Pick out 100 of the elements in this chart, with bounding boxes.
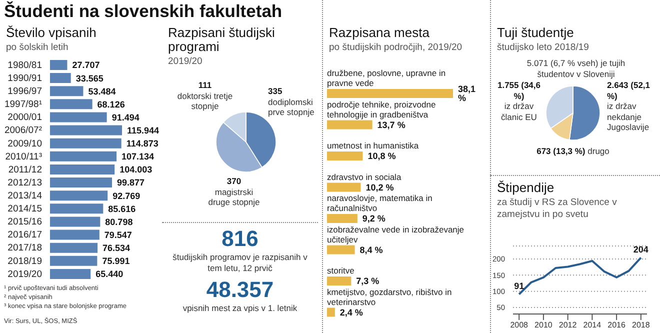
- y-tick-label: 2010/11³: [5, 151, 42, 162]
- chart-subtitle: po šolskih letih: [6, 42, 68, 53]
- x-tick-label: 2014: [583, 320, 602, 330]
- data-label: 1.755 (34,6 %): [497, 80, 540, 100]
- data-label: 68.126: [97, 99, 125, 110]
- y-tick-label: 1997/98¹: [4, 99, 42, 110]
- data-label: 10,2 %: [366, 182, 394, 192]
- bar: [50, 178, 112, 188]
- data-label: 7,3 %: [356, 276, 380, 286]
- y-tick-label: 1980/81: [8, 60, 42, 71]
- data-label: 38,1 %: [458, 84, 476, 104]
- text: vpisnih mest za vpis v 1. letnik: [182, 303, 298, 313]
- y-tick-label: 2013/14: [8, 190, 42, 202]
- data-label: 91.494: [112, 112, 140, 122]
- bar: [50, 268, 91, 279]
- bar: [50, 99, 92, 110]
- bar: [327, 89, 453, 98]
- chart-title: Tuji študentje: [497, 25, 574, 40]
- y-tick-label: 2018/19: [8, 256, 42, 267]
- data-label: 13,7 %: [377, 120, 406, 130]
- y-tick-label: družbene, poslovne, upravne in pravne vede: [327, 68, 446, 88]
- data-label: 107.134: [122, 152, 154, 162]
- bar: [50, 86, 84, 96]
- slice-label: iz držav nekdanje Jugoslavije: [607, 101, 650, 132]
- bar: [50, 112, 107, 122]
- data-label: 85.616: [108, 204, 136, 214]
- data-label: 115.944: [127, 125, 160, 136]
- y-tick-label: 2011/12: [8, 164, 42, 176]
- slice-label: doktorski tretje stopnje: [177, 90, 233, 111]
- y-tick-label: 2019/20: [8, 268, 42, 280]
- chart-subtitle: študijsko leto 2018/19: [497, 42, 589, 53]
- chart-title: Število vpisanih: [6, 25, 96, 40]
- bar: [50, 230, 100, 240]
- text: 816: [222, 226, 258, 251]
- text: Študenti na slovenskih fakultetah: [4, 1, 282, 21]
- bar: [50, 256, 98, 266]
- bar: [50, 242, 98, 253]
- data-label: 65.440: [96, 269, 124, 280]
- x-tick-label: 2010: [534, 320, 553, 330]
- chart-title: Štipendije: [497, 180, 554, 195]
- chart-subtitle: 2019/20: [168, 56, 202, 67]
- x-tick-label: 2016: [608, 320, 626, 330]
- data-label: 204: [633, 244, 648, 255]
- bar: [327, 214, 358, 223]
- bar: [50, 216, 100, 227]
- slice-label: dodiplomski prve stopnje: [268, 96, 314, 117]
- bar: [327, 182, 361, 192]
- data-label: 91: [514, 281, 524, 292]
- bar: [50, 151, 117, 162]
- bar: [50, 164, 115, 174]
- chart-subtitle: za študij v RS za Slovence v zamejstvu in po svetu: [497, 197, 617, 220]
- bar: [50, 60, 68, 70]
- y-tick-label: 2000/01: [8, 112, 42, 124]
- bar: [327, 245, 355, 254]
- data-label: 335: [268, 86, 282, 96]
- y-tick-label: 1996/97: [8, 86, 42, 98]
- data-label: 33.565: [76, 73, 104, 84]
- y-tick-label: 2012/13: [8, 177, 42, 188]
- y-tick-label: 2014/15: [8, 204, 42, 215]
- data-label: 99.877: [117, 178, 145, 188]
- y-tick-label: zdravstvo in sociala: [327, 172, 402, 182]
- data-label: 10,8 %: [368, 151, 396, 162]
- data-label: 111: [198, 80, 212, 90]
- data-label: 370: [226, 176, 242, 186]
- slice-label: drugo: [588, 146, 610, 156]
- data-label: 80.798: [105, 216, 133, 227]
- bar: [50, 190, 108, 201]
- y-tick-label: izobraževalne vede in izobraževanje učiteljev: [327, 224, 464, 244]
- data-label: 2.643 (52,1 %): [607, 80, 650, 100]
- y-tick-label: 1990/91: [8, 72, 42, 84]
- data-label: 79.547: [104, 230, 132, 240]
- text: študijskih programov je razpisanih v tem letu, 12 prvič: [172, 252, 308, 272]
- bar: [327, 120, 372, 130]
- slice-label: magistrski druge stopnje: [208, 186, 260, 207]
- data-label: 673 (13,3 %): [536, 146, 586, 156]
- x-tick-label: 2012: [558, 320, 578, 330]
- y-tick-label: umetnost in humanistika: [327, 140, 419, 150]
- text: 5.071 (6,7 % vseh) je tujih študentov v Sloveniji: [526, 58, 626, 78]
- y-tick-label: 2006/07²: [4, 125, 42, 136]
- y-tick-label: 2017/18: [8, 242, 42, 254]
- data-label: 8,4 %: [360, 244, 383, 255]
- bar: [327, 276, 352, 286]
- data-label: 9,2 %: [362, 214, 386, 224]
- bar: [327, 152, 363, 160]
- bar: [50, 138, 122, 148]
- y-tick-label: storitve: [327, 266, 355, 276]
- bar: [50, 204, 104, 214]
- text: 48.357: [206, 277, 274, 302]
- bar: [50, 125, 122, 136]
- data-label: 104.003: [120, 164, 152, 175]
- data-label: 2,4 %: [340, 307, 363, 318]
- data-label: 75.991: [102, 256, 130, 266]
- slice-label: iz držav članic EU: [501, 101, 537, 122]
- y-tick-label: naravoslovje, matematika in računalništvo: [327, 193, 433, 213]
- y-tick-label: 2016/17: [8, 230, 42, 241]
- y-tick-label: 2009/10: [8, 138, 42, 150]
- data-label: 92.769: [112, 190, 140, 201]
- bar: [50, 73, 71, 84]
- x-tick-label: 2008: [510, 320, 529, 330]
- chart-title: Razpisani študijski programi: [168, 25, 275, 54]
